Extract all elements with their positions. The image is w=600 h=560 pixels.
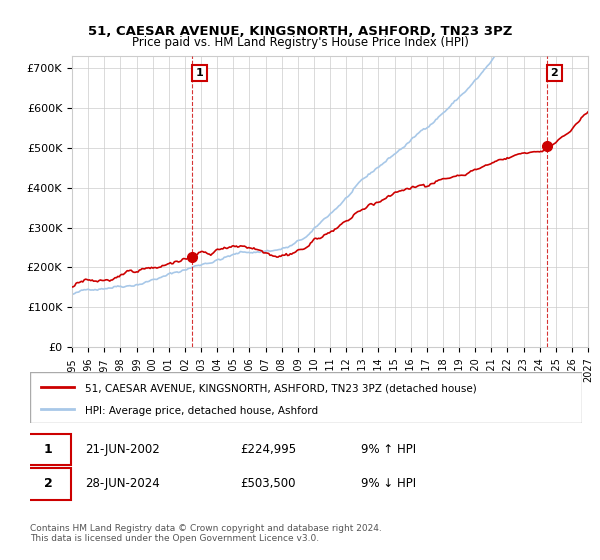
Text: 2: 2 bbox=[44, 478, 53, 491]
Text: £503,500: £503,500 bbox=[240, 478, 295, 491]
Text: Contains HM Land Registry data © Crown copyright and database right 2024.
This d: Contains HM Land Registry data © Crown c… bbox=[30, 524, 382, 543]
Text: 51, CAESAR AVENUE, KINGSNORTH, ASHFORD, TN23 3PZ: 51, CAESAR AVENUE, KINGSNORTH, ASHFORD, … bbox=[88, 25, 512, 38]
Text: Price paid vs. HM Land Registry's House Price Index (HPI): Price paid vs. HM Land Registry's House … bbox=[131, 36, 469, 49]
Text: 28-JUN-2024: 28-JUN-2024 bbox=[85, 478, 160, 491]
Text: 2: 2 bbox=[551, 68, 559, 78]
FancyBboxPatch shape bbox=[25, 468, 71, 500]
Text: 1: 1 bbox=[196, 68, 203, 78]
Text: £224,995: £224,995 bbox=[240, 443, 296, 456]
Text: 21-JUN-2002: 21-JUN-2002 bbox=[85, 443, 160, 456]
Text: 51, CAESAR AVENUE, KINGSNORTH, ASHFORD, TN23 3PZ (detached house): 51, CAESAR AVENUE, KINGSNORTH, ASHFORD, … bbox=[85, 384, 477, 394]
FancyBboxPatch shape bbox=[30, 372, 582, 423]
Text: 1: 1 bbox=[44, 443, 53, 456]
Text: HPI: Average price, detached house, Ashford: HPI: Average price, detached house, Ashf… bbox=[85, 405, 319, 416]
Text: 9% ↑ HPI: 9% ↑ HPI bbox=[361, 443, 416, 456]
Text: 9% ↓ HPI: 9% ↓ HPI bbox=[361, 478, 416, 491]
FancyBboxPatch shape bbox=[25, 433, 71, 465]
